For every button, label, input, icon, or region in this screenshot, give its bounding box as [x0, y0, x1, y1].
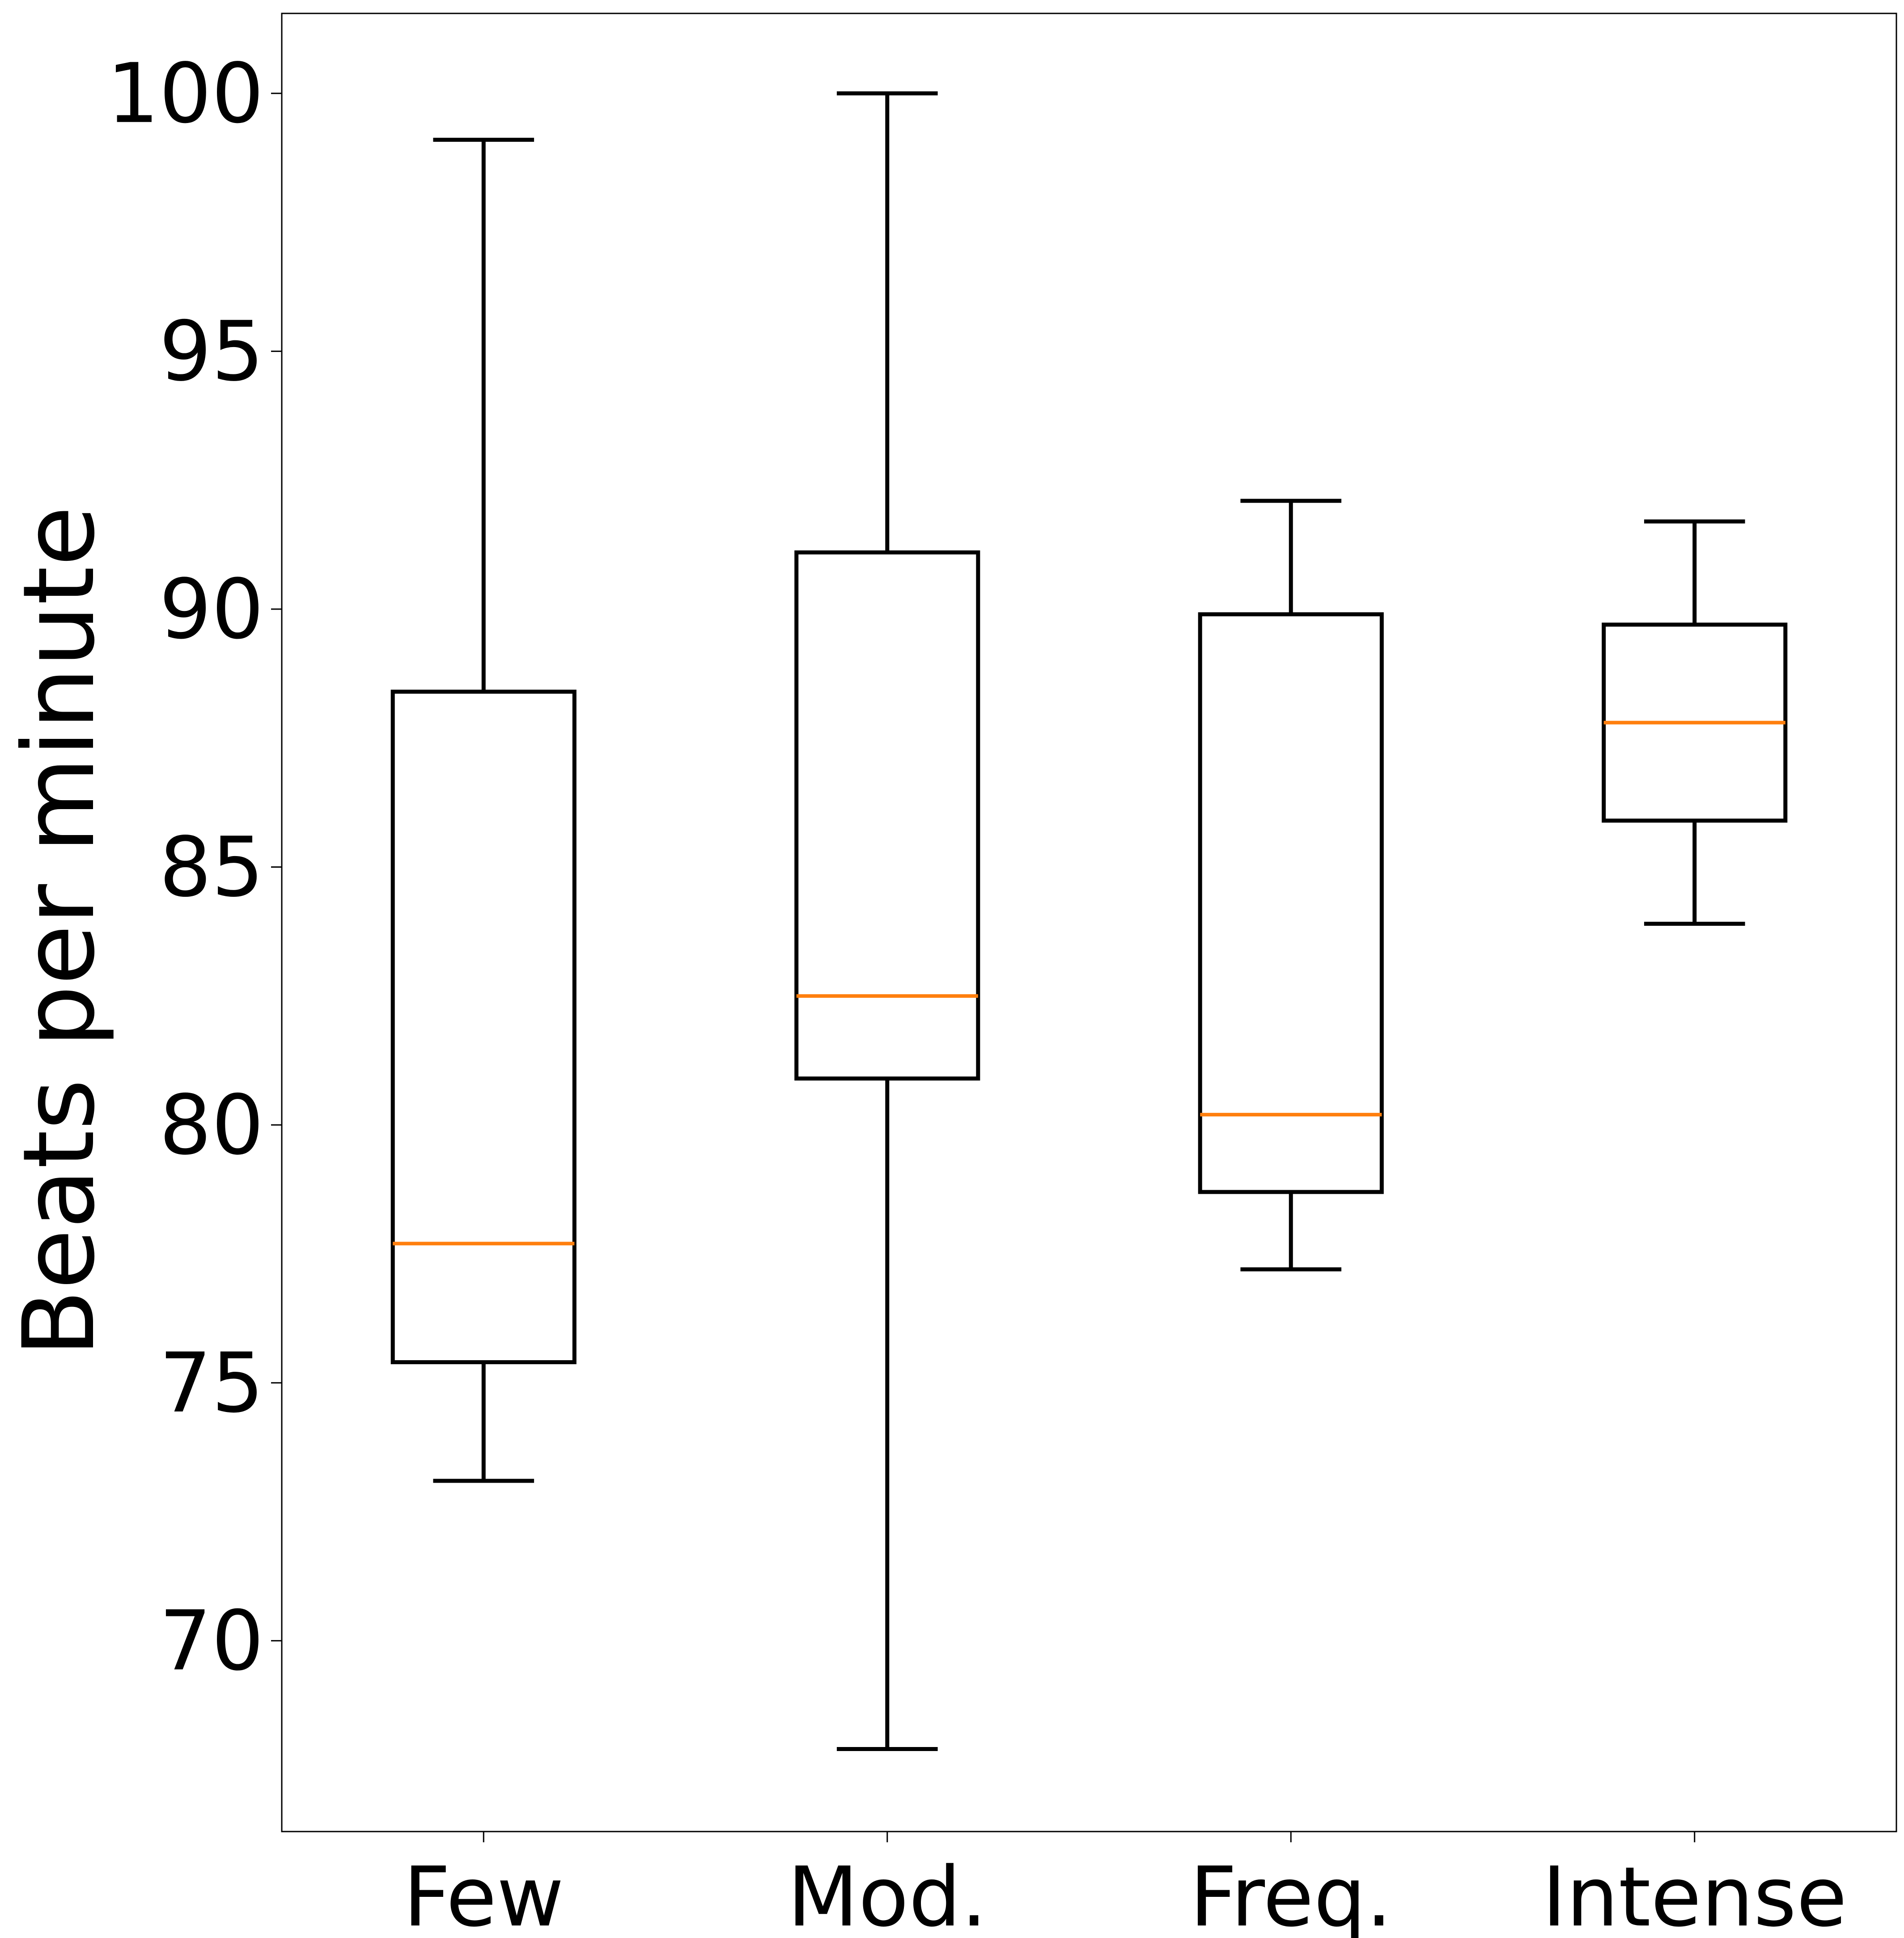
- y-tick-label: 100: [107, 46, 264, 142]
- iqr-box: [1198, 612, 1384, 1194]
- box-group: [1198, 499, 1384, 1272]
- y-axis-ticks: 70 75 80 85 90 95 100: [107, 46, 282, 1689]
- iqr-box: [390, 689, 577, 1365]
- x-tick-label: Few: [403, 1849, 564, 1938]
- y-tick-label: 75: [159, 1336, 264, 1431]
- iqr-box: [794, 550, 980, 1081]
- y-tick-label: 90: [159, 562, 264, 657]
- x-tick-label: Mod.: [787, 1849, 987, 1938]
- x-tick-label: Intense: [1542, 1849, 1847, 1938]
- box-series: [390, 91, 1788, 1751]
- y-tick-label: 80: [159, 1077, 264, 1173]
- x-tick-label: Freq.: [1190, 1849, 1392, 1938]
- box-group: [390, 138, 577, 1483]
- plot-frame: [281, 13, 1897, 1832]
- y-tick-label: 95: [159, 304, 264, 399]
- y-axis-label: Beats per minute: [2, 506, 116, 1357]
- x-axis-ticks: Few Mod. Freq. Intense: [403, 1832, 1847, 1938]
- y-tick-label: 85: [159, 820, 264, 916]
- box-group: [794, 91, 980, 1751]
- box-group: [1602, 519, 1788, 926]
- y-tick-label: 70: [159, 1593, 264, 1689]
